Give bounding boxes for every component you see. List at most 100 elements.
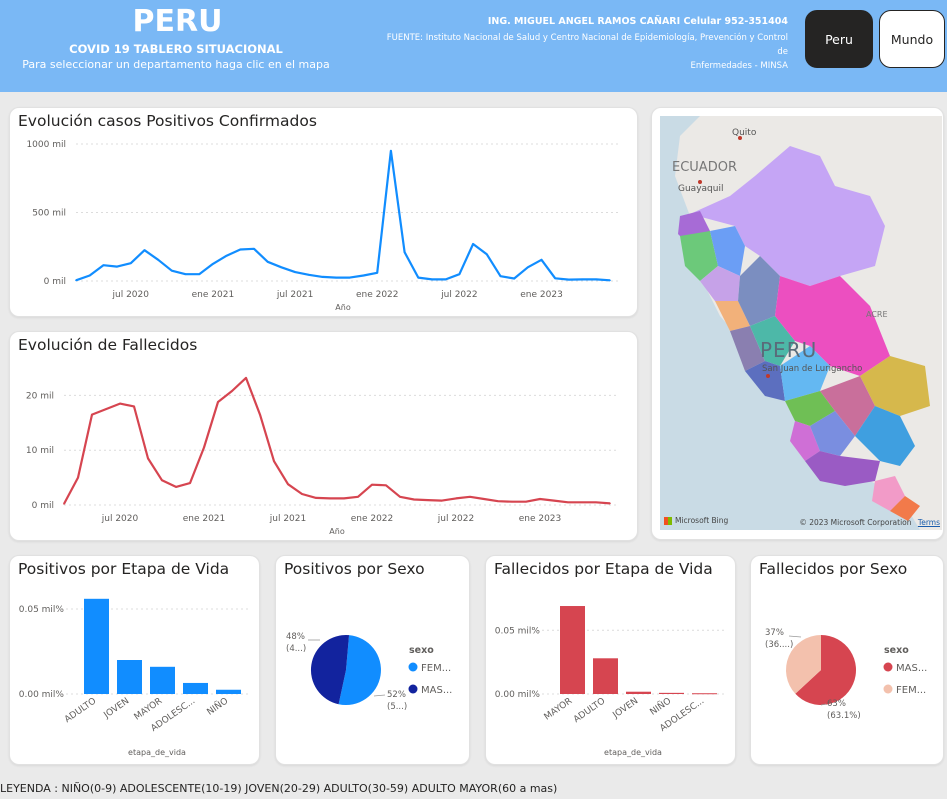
data-point bbox=[133, 405, 135, 408]
positivos-etapa-bar-chart[interactable]: 0.00 mil%0.05 mil%ADULTO JOVEN MAYORADOLES… bbox=[10, 556, 259, 764]
data-point bbox=[266, 261, 269, 263]
map-region-moquegua[interactable] bbox=[872, 476, 905, 511]
legend-item: MAS... bbox=[896, 663, 927, 674]
legend-item: FEM... bbox=[421, 663, 451, 674]
map-label-acre: ACRE bbox=[866, 310, 888, 319]
x-tick-label: JOVEN bbox=[102, 696, 132, 721]
data-point bbox=[315, 497, 317, 499]
data-point bbox=[307, 274, 310, 276]
pie-data-label: 37% bbox=[765, 628, 784, 638]
source-line-1: FUENTE: Instituto Nacional de Salud y Ce… bbox=[386, 33, 788, 57]
data-point bbox=[239, 248, 242, 251]
map-region-piura[interactable] bbox=[680, 231, 718, 281]
series-line bbox=[63, 376, 611, 505]
data-point bbox=[595, 501, 597, 504]
map-region-lalibertad[interactable] bbox=[715, 301, 750, 331]
peru-map[interactable]: Quito ECUADOR Guayaquil PERU San Juan de… bbox=[660, 116, 942, 530]
data-point bbox=[294, 271, 296, 273]
positivos-etapa-card[interactable]: Positivos por Etapa de Vida 0.00 mil% 0.0… bbox=[9, 555, 260, 765]
map-region-junin[interactable] bbox=[780, 346, 830, 401]
positivos-sexo-card[interactable]: Positivos por Sexo 52% (5...) 48% (4...) sex… bbox=[275, 555, 470, 765]
x-tick-label: ADULTO bbox=[572, 696, 607, 725]
fallecidos-line-chart[interactable]: 0 mil 10 mil 20 mil jul 2020 ene 2021 jul 202… bbox=[10, 332, 637, 540]
map-region-cusco[interactable] bbox=[820, 376, 875, 436]
data-point bbox=[129, 262, 132, 264]
map-region-huanuco[interactable] bbox=[750, 316, 795, 366]
map-region-lambayeque[interactable] bbox=[700, 266, 740, 301]
page-instruction: Para seleccionar un departamento haga cl… bbox=[22, 58, 330, 71]
map-region-ica[interactable] bbox=[790, 421, 820, 461]
map-graphic[interactable] bbox=[660, 116, 942, 530]
legend-title: sexo bbox=[409, 645, 434, 656]
x-tick-label: MAYOR bbox=[543, 696, 575, 722]
map-region-ucayali[interactable] bbox=[775, 276, 890, 376]
map-region-arequipa[interactable] bbox=[805, 451, 880, 486]
map-region-apurimac[interactable] bbox=[810, 411, 855, 456]
data-point bbox=[203, 446, 205, 449]
data-point bbox=[525, 500, 527, 503]
map-region-puno[interactable] bbox=[855, 406, 915, 466]
positivos-sexo-pie-chart[interactable]: 52% (5...) 48% (4...) sexo FEM... MAS... bbox=[276, 556, 469, 764]
map-region-amazonas[interactable] bbox=[710, 226, 745, 276]
map-label-guayaquil: Guayaquil bbox=[678, 184, 724, 194]
bar bbox=[150, 666, 175, 694]
data-point bbox=[259, 413, 261, 416]
data-point bbox=[357, 495, 359, 498]
y-tick-label: 20 mil bbox=[26, 391, 54, 401]
x-tick-label: jul 2022 bbox=[440, 290, 477, 300]
pie-data-label: 52% bbox=[387, 690, 406, 700]
positivos-line-chart[interactable]: 0 mil 500 mil 1000 mil jul 2020 ene 2021 jul … bbox=[10, 108, 637, 316]
data-point bbox=[212, 263, 214, 265]
data-point bbox=[540, 258, 543, 261]
map-region-loreto[interactable] bbox=[690, 146, 885, 286]
y-tick-label: 0.05 mil% bbox=[19, 605, 65, 615]
data-point bbox=[553, 499, 555, 502]
data-point bbox=[329, 497, 331, 500]
fallecidos-etapa-card[interactable]: Fallecidos por Etapa de Vida 0.00 mil% 0.… bbox=[485, 555, 736, 765]
data-point bbox=[399, 495, 401, 498]
map-region-ancash[interactable] bbox=[730, 326, 765, 371]
map-region-lima[interactable] bbox=[745, 361, 785, 401]
map-region-huancavelica[interactable] bbox=[785, 391, 835, 426]
map-dot-guayaquil bbox=[698, 180, 702, 184]
y-tick-label: 0 mil bbox=[44, 277, 66, 287]
map-label-city: San Juan de Lurigancho bbox=[762, 364, 863, 374]
pie-data-label: 48% bbox=[286, 632, 305, 642]
legend-swatch bbox=[883, 684, 893, 694]
mundo-button[interactable]: Mundo bbox=[879, 10, 945, 68]
x-tick-label: jul 2022 bbox=[437, 514, 474, 524]
peru-button[interactable]: Peru bbox=[805, 10, 873, 68]
data-point bbox=[157, 258, 159, 261]
data-point bbox=[567, 501, 569, 504]
data-point bbox=[483, 498, 485, 500]
x-tick-label: jul 2020 bbox=[112, 290, 150, 300]
map-region-madrededios[interactable] bbox=[860, 356, 930, 416]
data-point bbox=[253, 248, 255, 250]
bing-logo: Microsoft Bing bbox=[664, 516, 728, 525]
positivos-evolution-card[interactable]: Evolución casos Positivos Confirmados 0 … bbox=[9, 107, 638, 317]
data-point bbox=[427, 499, 429, 501]
data-point bbox=[458, 273, 461, 275]
data-point bbox=[75, 279, 77, 282]
pie-data-label: (36....) bbox=[765, 640, 793, 650]
map-region-sanmartin[interactable] bbox=[738, 256, 780, 326]
legend-item: MAS... bbox=[421, 685, 452, 696]
data-point bbox=[609, 502, 611, 505]
map-terms-link[interactable]: Terms bbox=[917, 518, 940, 527]
map-card[interactable]: Quito ECUADOR Guayaquil PERU San Juan de… bbox=[651, 107, 944, 540]
data-point bbox=[77, 476, 79, 479]
x-tick-label: NIÑO bbox=[205, 695, 230, 717]
bar bbox=[659, 692, 684, 694]
bar bbox=[560, 606, 585, 694]
data-point bbox=[225, 254, 228, 257]
data-point bbox=[91, 413, 93, 416]
fallecidos-sexo-card[interactable]: Fallecidos por Sexo 63% (63.1%) 37% (36....… bbox=[750, 555, 944, 765]
fallecidos-sexo-pie-chart[interactable]: 63% (63.1%) 37% (36....) sexo MAS... FEM... bbox=[751, 556, 943, 764]
x-tick-label: jul 2021 bbox=[269, 514, 306, 524]
x-tick-label: ene 2021 bbox=[192, 290, 235, 300]
data-point bbox=[376, 271, 379, 274]
fallecidos-evolution-card[interactable]: Evolución de Fallecidos 0 mil 10 mil 20 mi… bbox=[9, 331, 638, 541]
data-point bbox=[287, 483, 289, 485]
map-region-tacna[interactable] bbox=[890, 496, 920, 521]
